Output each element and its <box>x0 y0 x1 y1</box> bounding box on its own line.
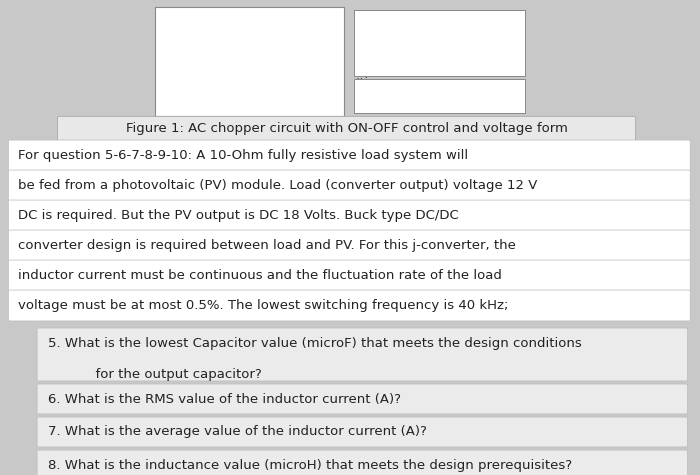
Text: DC is required. But the PV output is DC 18 Volts. Buck type DC/DC: DC is required. But the PV output is DC … <box>18 209 458 222</box>
Polygon shape <box>214 41 229 52</box>
Text: Yük: Yük <box>307 57 322 66</box>
Text: 8. What is the inductance value (microH) that meets the design prerequisites?: 8. What is the inductance value (microH)… <box>48 458 572 472</box>
Text: converter design is required between load and PV. For this j-converter, the: converter design is required between loa… <box>18 239 515 252</box>
Text: inductor current must be continuous and the fluctuation rate of the load: inductor current must be continuous and … <box>18 269 501 282</box>
Text: $v_s$': $v_s$' <box>356 9 368 21</box>
Text: 7. What is the average value of the inductor current (A)?: 7. What is the average value of the indu… <box>48 426 426 438</box>
Text: $v_2$': $v_2$' <box>356 74 368 86</box>
Text: $v_s$: $v_s$ <box>162 60 172 70</box>
Text: be fed from a photovoltaic (PV) module. Load (converter output) voltage 12 V: be fed from a photovoltaic (PV) module. … <box>18 179 537 192</box>
Text: Figure 1: AC chopper circuit with ON-OFF control and voltage form: Figure 1: AC chopper circuit with ON-OFF… <box>125 122 568 135</box>
Text: for the output capacitor?: for the output capacitor? <box>70 368 262 381</box>
Text: $S_g$: $S_g$ <box>207 10 218 23</box>
Text: $S_g$: $S_g$ <box>198 10 209 23</box>
Text: 6. What is the RMS value of the inductor current (A)?: 6. What is the RMS value of the inductor… <box>48 392 400 406</box>
Text: 5. What is the lowest Capacitor value (microF) that meets the design conditions: 5. What is the lowest Capacitor value (m… <box>48 337 581 350</box>
Text: $i_L$: $i_L$ <box>257 13 265 25</box>
Text: For question 5-6-7-8-9-10: A 10-Ohm fully resistive load system will: For question 5-6-7-8-9-10: A 10-Ohm full… <box>18 149 468 162</box>
Bar <box>302 41 328 81</box>
Text: +: + <box>163 51 171 61</box>
Text: voltage must be at most 0.5%. The lowest switching frequency is 40 kHz;: voltage must be at most 0.5%. The lowest… <box>18 299 508 312</box>
